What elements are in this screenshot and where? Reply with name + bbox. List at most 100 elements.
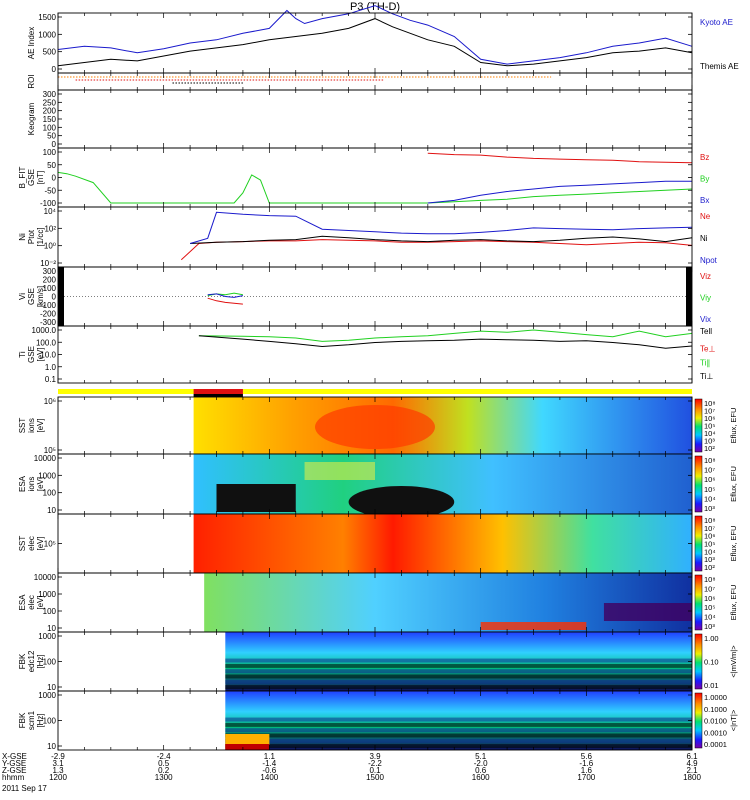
- ephemeris-value: 0.6: [475, 766, 487, 775]
- y-axis-label-line: Keogram: [27, 102, 36, 135]
- ephemeris-value: -1.4: [262, 759, 276, 768]
- colorbar-tick-label: 0.1000: [704, 705, 727, 714]
- y-axis-label-ssti: SST ions [eV]: [18, 418, 45, 434]
- series-line-themisae: [57, 18, 693, 67]
- y-tick-label: 250: [43, 98, 57, 107]
- colorbar-tick-label: 10⁶: [704, 414, 715, 423]
- panel-ae: [57, 5, 693, 67]
- y-axis-label-line: elec: [27, 595, 36, 610]
- y-axis-label-line: elec: [27, 536, 36, 551]
- y-axis-label-line: B_FIT: [18, 166, 27, 188]
- colorbar-tick-label: 10³: [704, 437, 715, 446]
- series-line-viz: [207, 297, 243, 305]
- colorbar-tick-label: 10³: [704, 555, 715, 564]
- ephemeris-value: 1200: [49, 773, 67, 782]
- y-tick-label: 1000: [38, 590, 56, 599]
- y-tick-label: 1000: [38, 632, 56, 641]
- y-axis-label-ae: AE Index: [27, 27, 36, 59]
- y-tick-label: 10⁻²: [40, 259, 56, 268]
- heatmap-band: [225, 679, 693, 684]
- y-axis-label-line: [eV]: [36, 536, 45, 550]
- y-tick-label: 10: [47, 683, 56, 692]
- y-axis-label-line: GSE: [27, 346, 36, 363]
- colorbar-scale: [694, 633, 703, 690]
- legend-ni: Ni: [700, 234, 708, 243]
- y-tick-label: 1000: [38, 691, 56, 700]
- colorbar-tick-label: 10⁴: [704, 547, 716, 556]
- y-tick-label: -300: [40, 318, 57, 327]
- heatmap-band: [225, 669, 693, 674]
- panel-esae: [204, 573, 692, 632]
- y-axis-label-line: FBK: [18, 653, 27, 669]
- panel-sste: [193, 514, 692, 573]
- colorbar-tick-label: 10⁴: [704, 613, 716, 622]
- y-axis-label-line: FBK: [18, 712, 27, 728]
- y-tick-label: 1500: [38, 13, 56, 22]
- y-tick-label: 100: [43, 658, 57, 667]
- colorbar-tick-label: 10⁵: [704, 540, 715, 549]
- y-tick-label: 300: [43, 90, 57, 99]
- y-tick-label: 0: [52, 140, 57, 149]
- ephemeris-value: 1800: [683, 773, 701, 782]
- ephemeris-value: -0.6: [262, 766, 276, 775]
- series-line-kyotoae: [57, 5, 693, 65]
- y-axis-label-line: [nT]: [36, 171, 45, 185]
- y-tick-label: 100: [43, 284, 57, 293]
- colorbar-tick-label: 10³: [704, 504, 715, 513]
- colorbar-tick-label: 10⁵: [704, 422, 715, 431]
- colorbar-tick-label: 10⁸: [704, 456, 716, 465]
- y-tick-label: 200: [43, 107, 57, 116]
- y-tick-label: 50: [47, 132, 56, 141]
- colorbar-scale: [694, 515, 703, 572]
- colorbar-scale: [694, 692, 703, 749]
- heatmap-band: [225, 728, 693, 733]
- colorbar-tick-label: 0.01: [704, 681, 719, 690]
- panel-esai: [193, 454, 692, 518]
- heatmap-band: [225, 733, 693, 738]
- legend-themisae: Themis AE: [700, 62, 739, 71]
- y-tick-label: 10: [47, 742, 56, 751]
- heatmap-band: [225, 738, 693, 743]
- y-tick-label: 10⁰: [44, 242, 56, 251]
- y-axis-label-line: ions: [27, 477, 36, 492]
- panel-vi: [58, 267, 692, 326]
- y-tick-label: 150: [43, 115, 57, 124]
- heatmap-band: [225, 674, 693, 679]
- y-tick-label: 0: [52, 174, 57, 183]
- colorbar-tick-label: 10²: [704, 563, 715, 572]
- y-axis-label-line: scm1: [27, 710, 36, 730]
- y-tick-label: -200: [40, 310, 57, 319]
- heatmap-band: [315, 405, 435, 449]
- series-line-ti: [198, 329, 693, 342]
- colorbar-tick-label: 10⁷: [704, 407, 715, 416]
- y-tick-label: 500: [43, 48, 57, 57]
- y-axis-label-line: [eV]: [36, 477, 45, 491]
- panel-fbkb: [225, 691, 693, 750]
- colorbar-tick-label: 10⁷: [704, 584, 715, 593]
- y-axis-label-line: Ni: [18, 233, 27, 241]
- y-axis-label-line: [Hz]: [36, 713, 45, 727]
- colorbar-scale: [694, 455, 703, 513]
- y-axis-label-line: [1/cc]: [36, 227, 45, 246]
- y-tick-label: 10: [47, 506, 56, 515]
- y-tick-label: 10⁵: [44, 540, 56, 549]
- y-tick-label: 1000: [38, 30, 56, 39]
- y-axis-label-line: [km/s]: [36, 286, 45, 307]
- y-tick-label: 10: [47, 624, 56, 633]
- colorbar-label: Eflux, EFU: [729, 585, 738, 621]
- status-bar: [58, 389, 692, 394]
- y-axis-label-line: Vi: [18, 293, 27, 300]
- y-axis-label-roi: ROI: [27, 74, 36, 88]
- y-axis-label-ni: Ni Ptot [1/cc]: [18, 227, 45, 246]
- panel-frame: [57, 147, 693, 208]
- colorbar-tick-label: 10⁴: [704, 494, 716, 503]
- ephemeris-value: 1.1: [264, 752, 276, 761]
- y-axis-label-line: GSE: [27, 288, 36, 305]
- panel-ti: [198, 329, 693, 349]
- y-axis-label-keogram: Keogram: [27, 102, 36, 135]
- colorbar-tick-label: 10⁶: [704, 475, 715, 484]
- y-axis-label-line: Ti: [18, 351, 27, 358]
- status-bar-marker: [193, 389, 243, 394]
- y-tick-label: 1000: [38, 471, 56, 480]
